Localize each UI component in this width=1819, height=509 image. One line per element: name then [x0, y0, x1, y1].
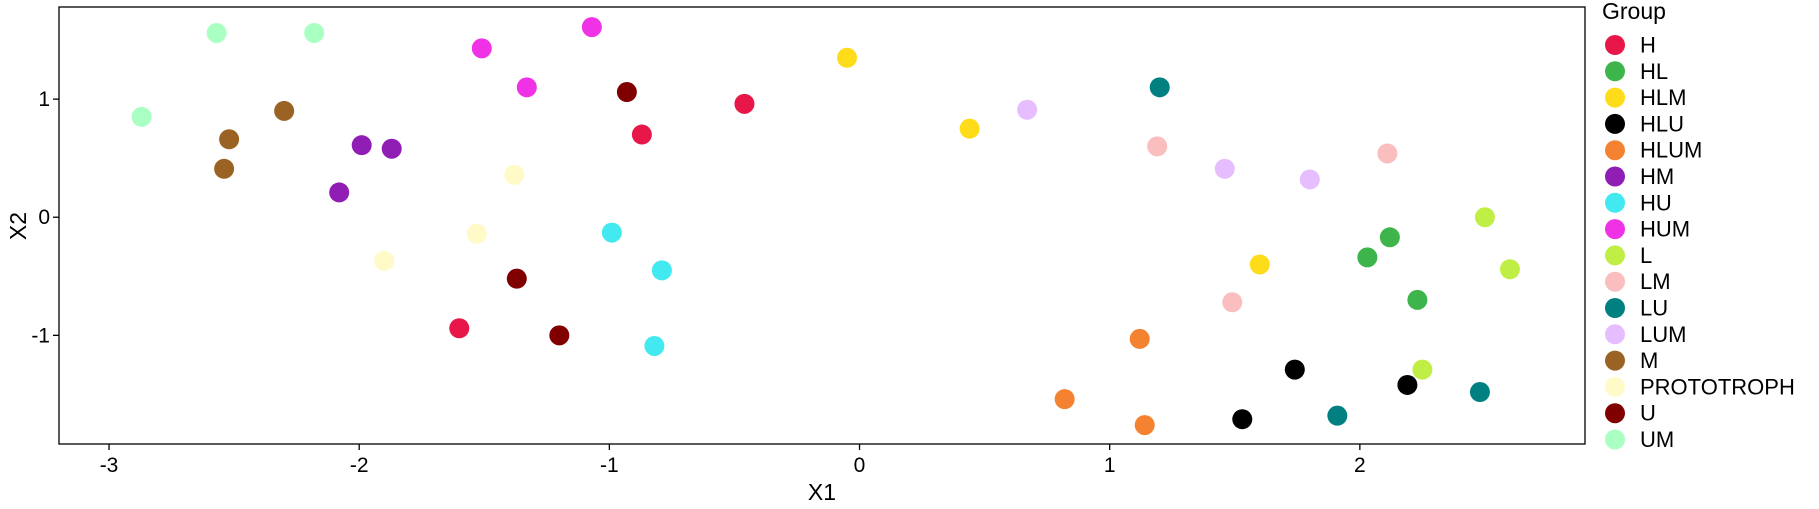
legend-key-u [1605, 403, 1625, 424]
data-point-hum [581, 17, 602, 38]
y-tick-label: 1 [38, 88, 50, 111]
data-point-hu [601, 222, 622, 243]
data-point-lu [1149, 77, 1170, 98]
legend-label-hlm: HLM [1640, 85, 1686, 110]
data-point-lum [1299, 169, 1320, 190]
data-point-hlu [1397, 374, 1418, 395]
data-point-hl [1407, 289, 1428, 310]
legend-key-prototroph [1605, 376, 1625, 397]
data-point-hlum [1129, 328, 1150, 349]
data-point-m [219, 129, 240, 150]
data-point-l [1499, 259, 1520, 280]
x-tick-label: 2 [1354, 454, 1366, 477]
legend-key-hum [1605, 219, 1625, 240]
y-tick-label: 0 [38, 206, 50, 229]
data-point-hlu [1232, 409, 1253, 430]
legend-label-lm: LM [1640, 269, 1671, 294]
legend-key-hu [1605, 192, 1625, 213]
legend-label-lum: LUM [1640, 322, 1686, 347]
legend-label-m: M [1640, 348, 1658, 373]
legend-label-h: H [1640, 33, 1656, 58]
legend-key-hlum [1605, 140, 1625, 161]
legend-key-lm [1605, 271, 1625, 292]
data-point-hu [644, 335, 665, 356]
legend-label-prototroph: PROTOTROPH [1640, 374, 1795, 399]
data-point-lu [1469, 382, 1490, 403]
legend-key-h [1605, 35, 1625, 55]
data-point-hum [471, 38, 492, 59]
data-point-l [1412, 359, 1433, 380]
data-point-hlum [1054, 389, 1075, 410]
data-point-hu [651, 260, 672, 281]
legend-title: Group [1602, 0, 1666, 24]
legend-key-m [1605, 350, 1625, 371]
data-point-hlm [1249, 254, 1270, 275]
legend-key-hl [1605, 61, 1625, 82]
data-point-prototroph [374, 250, 395, 271]
y-axis-title: X2 [5, 212, 31, 240]
data-point-hlm [959, 118, 980, 139]
y-tick-label: -1 [31, 324, 50, 347]
x-tick-label: -1 [600, 454, 619, 477]
data-point-lm [1222, 292, 1243, 313]
data-point-hm [351, 135, 372, 156]
data-point-lm [1147, 136, 1168, 157]
data-point-hm [381, 138, 402, 159]
legend-label-l: L [1640, 243, 1652, 268]
data-point-h [734, 93, 755, 114]
data-point-u [616, 82, 637, 103]
data-point-h [449, 318, 470, 339]
legend-label-hu: HU [1640, 190, 1672, 215]
legend-key-um [1605, 429, 1625, 450]
x-tick-label: 1 [1104, 454, 1116, 477]
data-points [131, 17, 1520, 436]
data-point-u [506, 268, 527, 289]
data-point-um [304, 22, 325, 43]
legend-label-u: U [1640, 401, 1656, 426]
data-point-l [1474, 207, 1495, 228]
data-point-u [549, 325, 570, 346]
legend-key-hlm [1605, 87, 1625, 108]
legend-label-hlu: HLU [1640, 111, 1684, 136]
legend-label-hum: HUM [1640, 217, 1690, 242]
data-point-lum [1017, 99, 1038, 120]
data-point-hlu [1284, 359, 1305, 380]
data-point-hl [1379, 227, 1400, 248]
data-point-um [131, 106, 152, 127]
legend-key-hm [1605, 166, 1625, 187]
data-point-h [631, 124, 652, 145]
x-axis-title: X1 [808, 479, 836, 505]
data-point-hm [329, 182, 350, 203]
x-tick-label: 0 [854, 454, 866, 477]
data-point-prototroph [466, 223, 487, 244]
legend-key-lu [1605, 298, 1625, 318]
legend-label-hlum: HLUM [1640, 138, 1702, 163]
plot-panel-border [58, 6, 1586, 445]
data-point-m [214, 158, 235, 179]
data-point-um [206, 22, 227, 43]
data-point-hlm [837, 47, 858, 68]
legend-items: HHLHLMHLUHLUMHMHUHUMLLMLULUMMPROTOTROPHU… [1605, 33, 1795, 452]
legend-key-l [1605, 245, 1625, 266]
x-tick-label: -2 [350, 454, 369, 477]
legend-key-hlu [1605, 113, 1625, 134]
data-point-hlum [1134, 415, 1155, 436]
legend: Group HHLHLMHLUHLUMHMHUHUMLLMLULUMMPROTO… [1602, 0, 1795, 452]
legend-label-hl: HL [1640, 59, 1668, 84]
data-point-hl [1357, 247, 1378, 268]
legend-label-lu: LU [1640, 296, 1668, 321]
data-point-lum [1214, 158, 1235, 179]
data-point-prototroph [504, 164, 525, 185]
legend-label-um: UM [1640, 427, 1674, 452]
data-point-m [274, 100, 295, 121]
x-tick-label: -3 [100, 454, 119, 477]
legend-key-lum [1605, 324, 1625, 345]
data-point-lu [1327, 405, 1348, 426]
axis-ticks: -3 -2 -1 0 1 2 -1 0 1 [31, 88, 1365, 477]
data-point-lm [1377, 143, 1398, 164]
data-point-hum [516, 77, 537, 98]
legend-label-hm: HM [1640, 164, 1674, 189]
